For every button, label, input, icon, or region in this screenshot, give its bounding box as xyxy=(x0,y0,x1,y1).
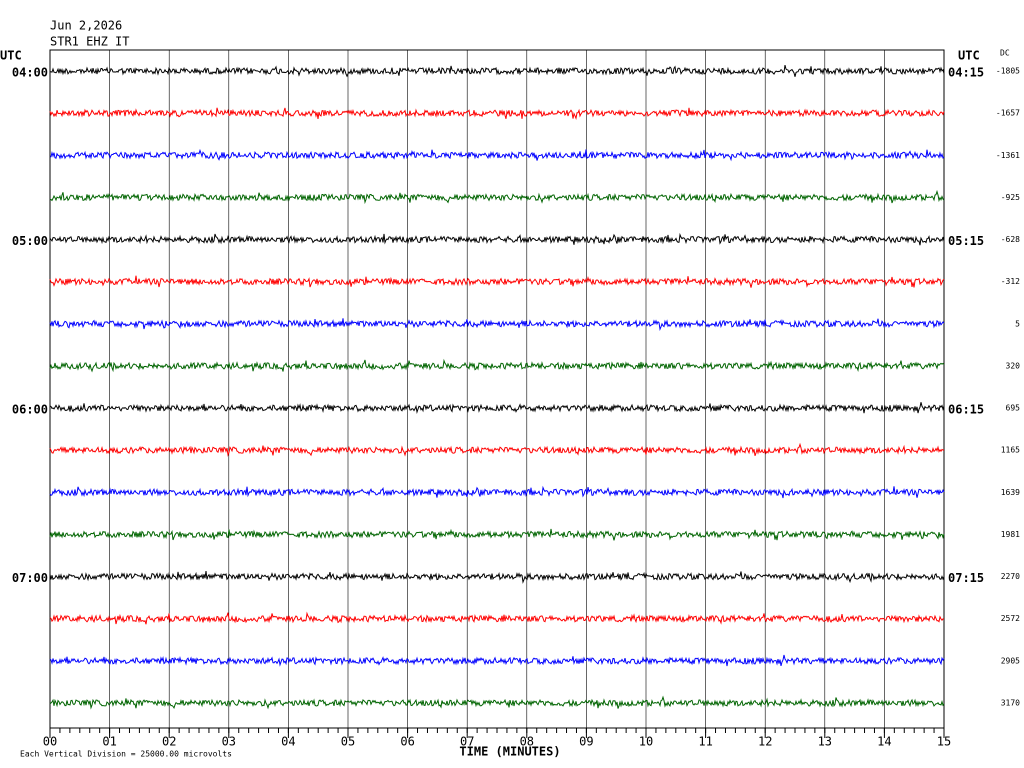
trace xyxy=(49,107,945,120)
station: STR1 EHZ IT xyxy=(50,35,129,49)
x-tick-label: 14 xyxy=(877,735,891,749)
x-axis-label: TIME (MINUTES) xyxy=(459,745,560,759)
trace xyxy=(49,148,945,162)
trace xyxy=(49,64,945,78)
left-axis-label: UTC xyxy=(0,49,22,63)
row-end-time: 06:15 xyxy=(948,403,984,417)
x-tick-label: 06 xyxy=(400,735,414,749)
dc-offset: 695 xyxy=(1006,404,1021,413)
trace xyxy=(49,232,945,246)
dc-offset: 1165 xyxy=(1001,446,1020,455)
dc-offset: -1805 xyxy=(996,67,1020,76)
x-tick-label: 11 xyxy=(698,735,712,749)
row-end-time: 07:15 xyxy=(948,571,984,585)
dc-offset: 5 xyxy=(1015,319,1020,328)
row-start-time: 06:00 xyxy=(12,403,48,417)
x-tick-label: 03 xyxy=(222,735,236,749)
x-tick-label: 02 xyxy=(162,735,176,749)
dc-offset: -628 xyxy=(1001,235,1020,244)
row-start-time: 04:00 xyxy=(12,66,48,80)
dc-offset: -1657 xyxy=(996,109,1020,118)
x-tick-label: 08 xyxy=(520,735,534,749)
trace xyxy=(49,442,945,457)
trace xyxy=(49,528,945,541)
row-end-time: 05:15 xyxy=(948,234,984,248)
trace xyxy=(49,654,945,667)
dc-offset: -1361 xyxy=(996,151,1020,160)
trace xyxy=(49,571,945,584)
dc-offset: 2270 xyxy=(1001,572,1020,581)
trace xyxy=(49,695,945,710)
dc-offset: 2572 xyxy=(1001,614,1020,623)
trace xyxy=(49,189,945,205)
trace xyxy=(49,275,945,288)
x-tick-label: 09 xyxy=(579,735,593,749)
dc-offset: -312 xyxy=(1001,277,1020,286)
x-tick-label: 04 xyxy=(281,735,295,749)
trace xyxy=(49,358,945,373)
dc-offset: -925 xyxy=(1001,193,1020,202)
dc-offset: 2905 xyxy=(1001,656,1020,665)
row-start-time: 07:00 xyxy=(12,571,48,585)
dc-offset: 1639 xyxy=(1001,488,1020,497)
x-tick-label: 13 xyxy=(818,735,832,749)
x-tick-label: 10 xyxy=(639,735,653,749)
row-start-time: 05:00 xyxy=(12,234,48,248)
trace xyxy=(49,402,945,414)
row-end-time: 04:15 xyxy=(948,66,984,80)
trace xyxy=(49,611,945,625)
x-tick-label: 01 xyxy=(102,735,116,749)
x-tick-label: 05 xyxy=(341,735,355,749)
trace xyxy=(49,485,945,499)
x-tick-label: 00 xyxy=(43,735,57,749)
dc-offset: 3170 xyxy=(1001,699,1020,708)
x-tick-label: 15 xyxy=(937,735,951,749)
x-tick-label: 07 xyxy=(460,735,474,749)
dc-offset: 320 xyxy=(1006,361,1021,370)
footnote: Each Vertical Division = 25000.00 microv… xyxy=(20,750,232,759)
right-axis-label: UTC xyxy=(958,49,980,63)
dc-offset: 1981 xyxy=(1001,530,1020,539)
date: Jun 2,2026 xyxy=(50,19,122,33)
x-tick-label: 12 xyxy=(758,735,772,749)
trace xyxy=(49,318,945,332)
dc-label: DC xyxy=(1000,49,1010,58)
